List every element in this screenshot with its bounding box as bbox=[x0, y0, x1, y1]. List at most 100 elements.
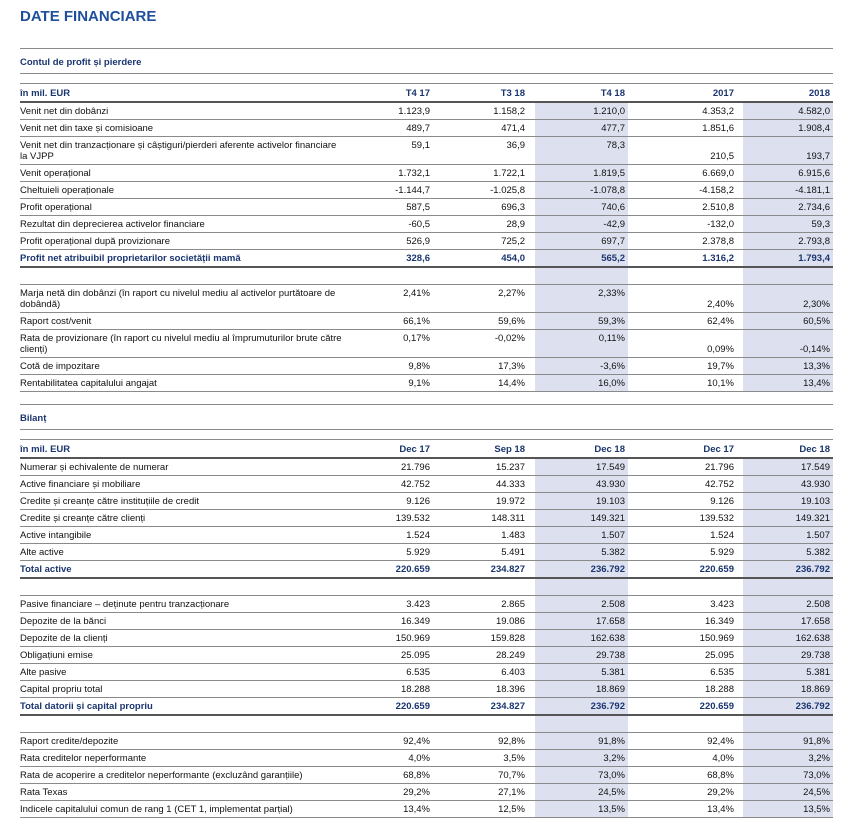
value: 0,11% bbox=[598, 333, 625, 344]
value-cell: 234.827 bbox=[433, 698, 528, 714]
row-label: Venit net din taxe și comisioane bbox=[20, 123, 154, 134]
value: 193,7 bbox=[806, 151, 830, 162]
value-cell: 220.659 bbox=[345, 561, 433, 577]
value: 150.969 bbox=[699, 633, 734, 644]
value-cell: 16.349 bbox=[345, 613, 433, 629]
column-header: Dec 18 bbox=[594, 444, 625, 455]
value: 13,4% bbox=[707, 804, 734, 815]
table-row: Cotă de impozitare 9,8% 17,3% -3,6% 19,7% 13,… bbox=[20, 358, 833, 375]
value-cell: 4.353,2 bbox=[640, 103, 737, 119]
value: 42.752 bbox=[400, 479, 430, 490]
value: 9.126 bbox=[406, 496, 430, 507]
value: 6.403 bbox=[501, 667, 525, 678]
value: 6.535 bbox=[406, 667, 430, 678]
value: 4.353,2 bbox=[702, 106, 734, 117]
value: 2.734,6 bbox=[798, 202, 830, 213]
value: 3,2% bbox=[808, 753, 830, 764]
value-cell: 17.658 bbox=[743, 613, 833, 629]
value-cell: 28.249 bbox=[433, 647, 528, 663]
value-cell: 1.507 bbox=[535, 527, 628, 543]
value-cell: 19,7% bbox=[640, 358, 737, 374]
total-row: Total active 220.659 234.827 236.792 220.659… bbox=[20, 561, 833, 579]
value: 92,4% bbox=[403, 736, 430, 747]
section-title-row: Contul de profit și pierdere bbox=[20, 48, 833, 74]
value: 18.288 bbox=[704, 684, 734, 695]
value-cell: -132,0 bbox=[640, 216, 737, 232]
page-title: DATE FINANCIARE bbox=[20, 8, 157, 25]
value-cell: 2.508 bbox=[743, 596, 833, 612]
value: 19.103 bbox=[595, 496, 625, 507]
value: -42,9 bbox=[603, 219, 625, 230]
column-header: T4 18 bbox=[600, 88, 625, 99]
value: 17.549 bbox=[595, 462, 625, 473]
value: 139.532 bbox=[395, 513, 430, 524]
table-row: Active financiare și mobiliare 42.752 44.3… bbox=[20, 476, 833, 493]
row-label: Active intangibile bbox=[20, 530, 92, 541]
row-label: Profit net atribuibil proprietarilor soc… bbox=[20, 253, 241, 264]
value-cell: 587,5 bbox=[345, 199, 433, 215]
value-cell: 1.722,1 bbox=[433, 165, 528, 181]
table-row: Active intangibile 1.524 1.483 1.507 1.524 1.… bbox=[20, 527, 833, 544]
value-cell: 17.549 bbox=[743, 459, 833, 475]
value: 43.930 bbox=[800, 479, 830, 490]
value-cell: -4.158,2 bbox=[640, 182, 737, 198]
value-cell: 5.381 bbox=[535, 664, 628, 680]
section-title-row: Bilanț bbox=[20, 404, 833, 430]
value: 1.507 bbox=[806, 530, 830, 541]
value-cell: -60,5 bbox=[345, 216, 433, 232]
value-cell: 150.969 bbox=[345, 630, 433, 646]
value: -1.144,7 bbox=[395, 185, 430, 196]
value: 2,27% bbox=[498, 288, 525, 299]
row-label: Rata de acoperire a creditelor neperform… bbox=[20, 770, 303, 781]
value: 1.524 bbox=[710, 530, 734, 541]
unit-label: în mil. EUR bbox=[20, 444, 71, 455]
value: 236.792 bbox=[590, 701, 625, 712]
value-cell: 43.930 bbox=[743, 476, 833, 492]
row-label: Venit operațional bbox=[20, 168, 91, 179]
value-cell: 70,7% bbox=[433, 767, 528, 783]
value-cell: 236.792 bbox=[535, 561, 628, 577]
value-cell: 62,4% bbox=[640, 313, 737, 329]
value: 21.796 bbox=[704, 462, 734, 473]
value-cell: -1.078,8 bbox=[535, 182, 628, 198]
value-cell: 0,17% bbox=[345, 330, 433, 357]
value: 1.316,2 bbox=[702, 253, 734, 264]
value-cell: 2.734,6 bbox=[743, 199, 833, 215]
value-cell: 210,5 bbox=[640, 137, 737, 164]
value-cell: 9.126 bbox=[345, 493, 433, 509]
row-label: Total active bbox=[20, 564, 72, 575]
value: 236.792 bbox=[795, 701, 830, 712]
value-cell: 159.828 bbox=[433, 630, 528, 646]
row-label: Raport cost/venit bbox=[20, 316, 92, 327]
value: 14,4% bbox=[498, 378, 525, 389]
value: 59,3% bbox=[598, 316, 625, 327]
value-cell: 2.793,8 bbox=[743, 233, 833, 249]
value-cell: 6.535 bbox=[345, 664, 433, 680]
value: 1.210,0 bbox=[593, 106, 625, 117]
value: 6.669,0 bbox=[702, 168, 734, 179]
value-cell: 16.349 bbox=[640, 613, 737, 629]
value: -0,02% bbox=[494, 333, 525, 344]
row-label: Depozite de la bănci bbox=[20, 616, 107, 627]
value: 70,7% bbox=[498, 770, 525, 781]
value-cell: 18.396 bbox=[433, 681, 528, 697]
value-cell: 6.403 bbox=[433, 664, 528, 680]
value-cell: -1.144,7 bbox=[345, 182, 433, 198]
value-cell: 1.819,5 bbox=[535, 165, 628, 181]
row-label: Rata Texas bbox=[20, 787, 68, 798]
value: 236.792 bbox=[795, 564, 830, 575]
row-label: Cheltuieli operaționale bbox=[20, 185, 115, 196]
row-label: Active financiare și mobiliare bbox=[20, 479, 141, 490]
value: 2,40% bbox=[707, 299, 734, 310]
value: 1.793,4 bbox=[798, 253, 830, 264]
value: 12,5% bbox=[498, 804, 525, 815]
value-cell: 13,5% bbox=[743, 801, 833, 817]
value-cell: 2,27% bbox=[433, 285, 528, 312]
value-cell: -4.181,1 bbox=[743, 182, 833, 198]
value: 454,0 bbox=[501, 253, 525, 264]
value-cell: 1.158,2 bbox=[433, 103, 528, 119]
value-cell: 59,3 bbox=[743, 216, 833, 232]
value-cell: 2,40% bbox=[640, 285, 737, 312]
value-cell: 9.126 bbox=[640, 493, 737, 509]
value: 29,2% bbox=[403, 787, 430, 798]
